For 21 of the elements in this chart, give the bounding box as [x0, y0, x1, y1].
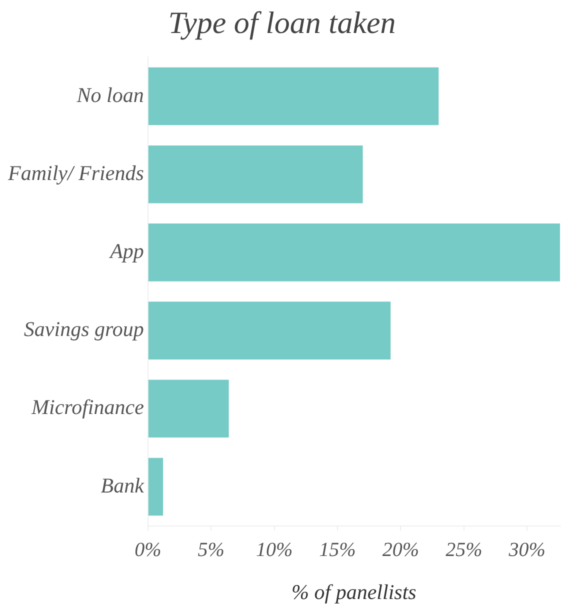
y-tick-label: Microfinance [30, 395, 144, 420]
y-tick-label: App [108, 238, 144, 263]
x-tick-label: 10% [256, 539, 293, 562]
y-tick-label: Family/ Friends [6, 160, 144, 185]
y-tick-label: Savings group [24, 317, 144, 342]
bar [148, 67, 439, 126]
bar [148, 145, 363, 204]
y-tick-label: No loan [76, 82, 144, 107]
bar [148, 224, 560, 282]
x-axis-title: % of panellists [292, 580, 416, 604]
x-tick-label: 0% [134, 539, 162, 562]
chart-title: Type of loan taken [168, 4, 396, 40]
x-tick-label: 15% [319, 539, 356, 562]
bar [148, 458, 164, 516]
bar [148, 302, 391, 360]
x-tick-label: 25% [446, 539, 482, 562]
y-tick-label: Bank [100, 473, 145, 498]
bar [148, 380, 229, 438]
x-tick-label: 5% [198, 539, 224, 562]
x-tick-label: 20% [382, 539, 420, 562]
x-tick-label: 30% [508, 539, 546, 562]
